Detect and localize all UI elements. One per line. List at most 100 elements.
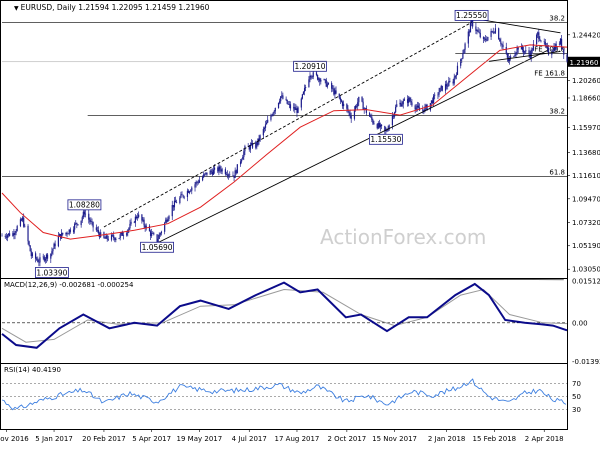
rsi-layer: 70 50 30 <box>1 378 581 414</box>
candle-body <box>5 236 7 238</box>
candle-body <box>486 40 488 41</box>
candle-body <box>195 181 197 185</box>
candle-body <box>399 102 401 105</box>
candle-body <box>282 95 284 99</box>
candle-body <box>323 79 325 80</box>
candle-body <box>153 233 155 235</box>
candle-body <box>179 197 181 204</box>
candle-body <box>183 196 185 198</box>
annotation-box <box>67 199 102 211</box>
price-annotation: 1.25550 <box>454 9 489 21</box>
candle-body <box>525 50 527 52</box>
candle-body <box>516 47 518 53</box>
annotation-text: 1.15530 <box>370 135 401 144</box>
annotation-box <box>293 60 327 72</box>
dropdown-triangle-icon[interactable]: ▼ <box>14 5 19 12</box>
candle-body <box>539 38 541 41</box>
candle-body <box>22 217 24 221</box>
candle-body <box>494 28 497 33</box>
x-tick-label: 15 Feb 2018 <box>473 435 517 443</box>
candle-body <box>83 211 86 215</box>
candle-body <box>387 129 389 131</box>
candle-body <box>491 31 493 32</box>
candle-body <box>31 253 33 257</box>
candle-body <box>264 124 267 128</box>
annotation-text: 1.08280 <box>69 201 100 210</box>
candle-body <box>168 216 170 220</box>
candle-body <box>558 43 561 45</box>
candle-body <box>249 144 251 150</box>
candle-body <box>502 44 504 48</box>
candle-body <box>277 102 280 109</box>
candle-body <box>229 174 231 176</box>
y-tick-label: 1.20260 <box>572 77 600 85</box>
candle-body <box>166 219 168 222</box>
candle-body <box>36 258 38 260</box>
candle-body <box>135 216 138 219</box>
candle-body <box>453 77 455 84</box>
candle-body <box>472 20 474 27</box>
candle-body <box>213 167 216 170</box>
candle-body <box>350 115 352 119</box>
candle-body <box>499 39 501 42</box>
candle-body <box>66 232 68 234</box>
candle-body <box>500 41 502 45</box>
candle-body <box>469 22 472 33</box>
candle-body <box>318 78 320 80</box>
candle-body <box>186 190 189 197</box>
candle-body <box>493 32 495 34</box>
candle-body <box>88 213 90 220</box>
candle-body <box>523 50 525 53</box>
x-tick-label: 4 Jul 2017 <box>232 435 267 443</box>
candle-body <box>311 76 313 78</box>
candle-body <box>433 95 435 104</box>
candle-body <box>325 79 327 87</box>
candle-body <box>62 232 64 235</box>
candle-body <box>142 219 144 221</box>
candle-body <box>303 88 306 92</box>
candle-body <box>53 243 55 249</box>
candle-body <box>513 56 515 57</box>
candle-body <box>14 232 16 235</box>
candle-body <box>300 98 302 108</box>
candle-body <box>45 254 48 259</box>
candle-body <box>114 237 116 241</box>
candle-body <box>514 54 516 57</box>
candle-body <box>256 142 258 146</box>
y-tick-label: 1.09470 <box>572 195 600 203</box>
candle-body <box>38 261 40 263</box>
candle-body <box>133 221 135 223</box>
candle-body <box>354 105 357 110</box>
candle-body <box>543 41 545 42</box>
candle-body <box>364 108 366 109</box>
price-annotation: 1.15530 <box>368 133 403 145</box>
candle-body <box>479 32 481 38</box>
candle-body <box>363 108 365 110</box>
candle-body <box>97 230 100 234</box>
candle-body <box>410 101 412 103</box>
price-annotation: 1.08280 <box>67 199 102 211</box>
candle-body <box>182 195 184 197</box>
rsi-line <box>1 378 567 411</box>
candle-body <box>297 107 299 113</box>
candle-body <box>308 79 310 88</box>
candle-body <box>212 169 215 175</box>
candle-body <box>24 225 26 227</box>
candle-body <box>411 102 413 106</box>
candle-body <box>57 235 59 247</box>
price-annotation: 1.05690 <box>140 241 174 253</box>
candle-body <box>267 119 269 123</box>
candle-body <box>257 138 259 146</box>
candle-body <box>470 20 473 23</box>
candle-body <box>187 190 190 193</box>
macd-tick-label: 0.00 <box>572 319 588 327</box>
candle-body <box>319 78 321 82</box>
candle-body <box>180 194 182 198</box>
candle-body <box>288 104 290 105</box>
candle-body <box>251 143 254 148</box>
candle-body <box>217 167 219 172</box>
candle-body <box>248 146 250 150</box>
candle-body <box>414 105 416 110</box>
candle-body <box>431 100 434 104</box>
candle-body <box>439 87 441 93</box>
